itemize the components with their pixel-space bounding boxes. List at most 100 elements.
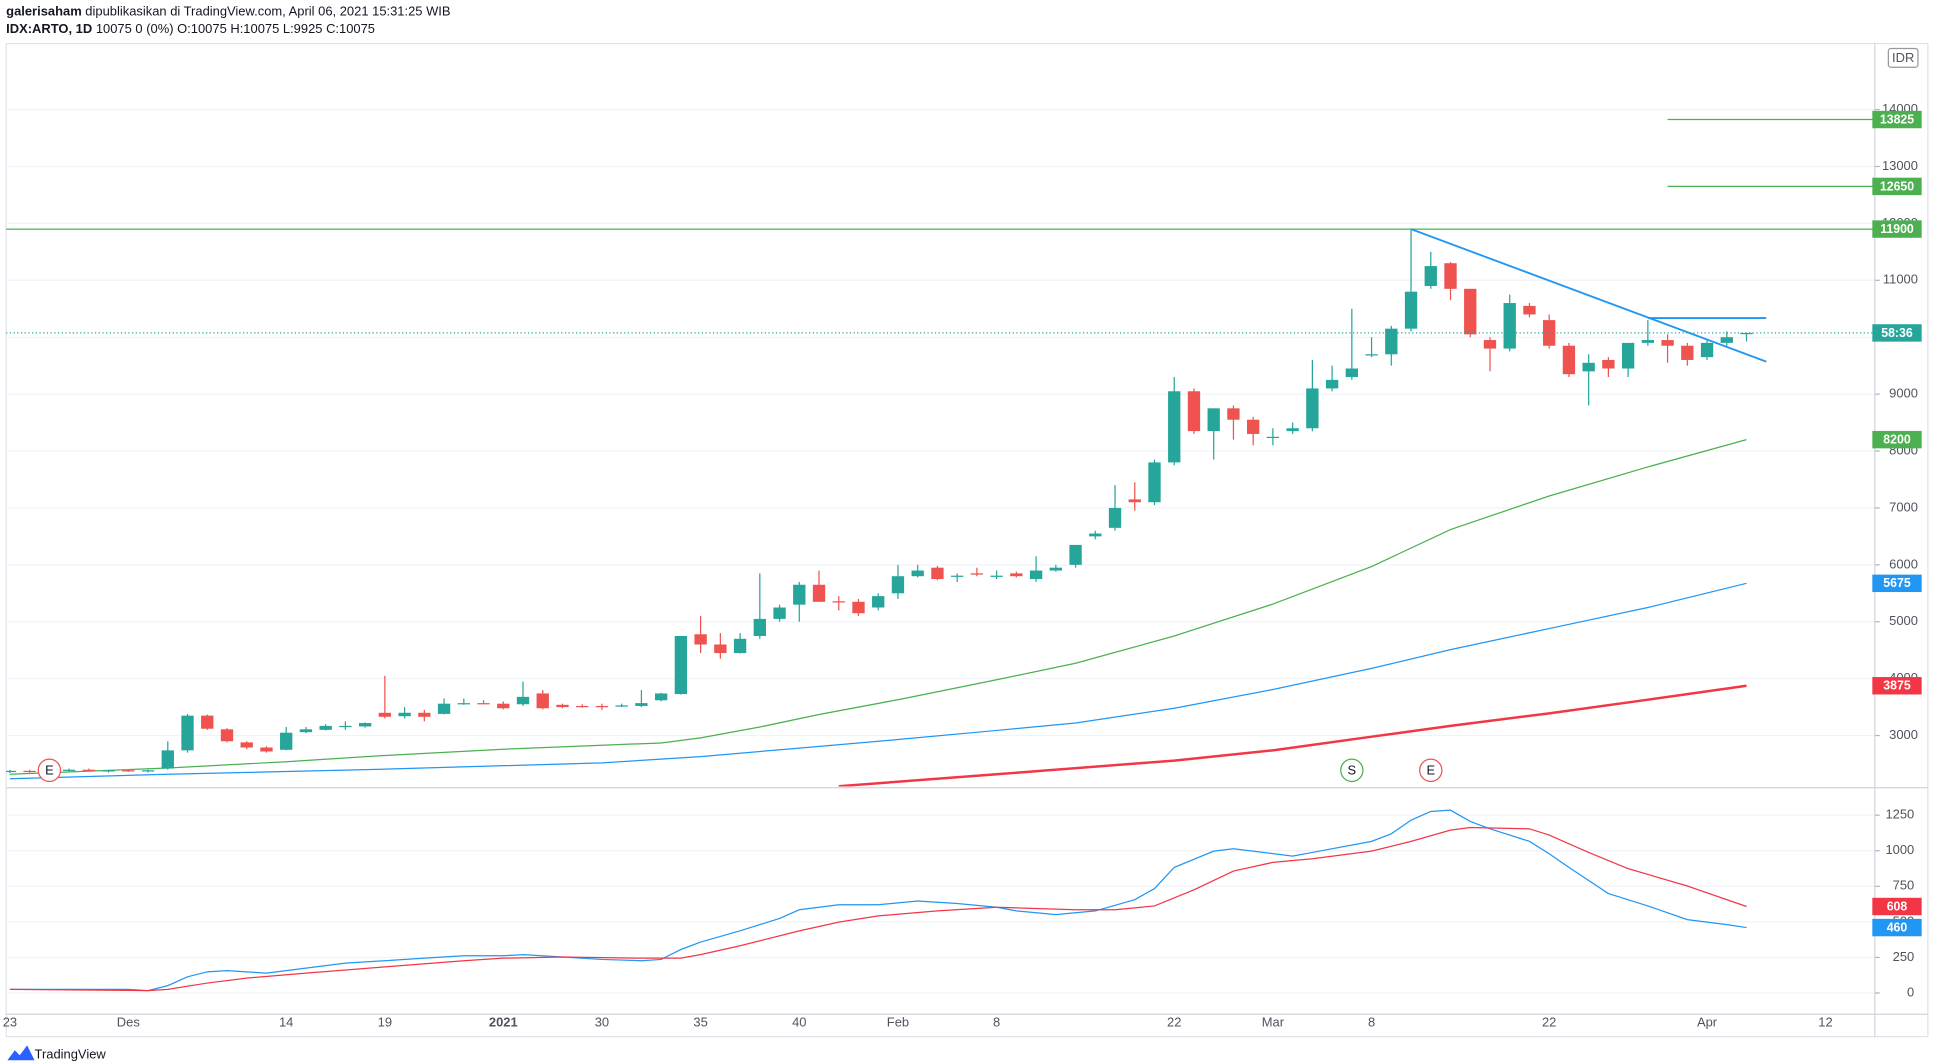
candle-body xyxy=(497,703,510,709)
candle-body xyxy=(1582,362,1595,372)
candle-body xyxy=(1266,436,1280,439)
candle-body xyxy=(1148,462,1161,503)
indicator-value-label-box xyxy=(1872,918,1922,937)
candle-body xyxy=(536,693,549,709)
x-tick-label: 12 xyxy=(1818,1014,1832,1029)
candle-body xyxy=(141,770,155,772)
candle-body xyxy=(201,715,214,729)
candle-body xyxy=(753,618,766,636)
event-marker xyxy=(37,758,62,783)
indicator-line xyxy=(9,826,1747,992)
candle-body xyxy=(1029,570,1043,580)
candle-body xyxy=(576,705,589,708)
candle-body xyxy=(1444,263,1457,289)
y-tick-label: 9000 xyxy=(1889,386,1918,401)
currency-box[interactable] xyxy=(1887,47,1919,68)
symbol: IDX:ARTO, 1D xyxy=(6,21,92,36)
x-tick-label: 40 xyxy=(792,1014,806,1029)
candle-body xyxy=(1641,340,1655,343)
y-tick-label: 5000 xyxy=(1889,613,1918,628)
candle-body xyxy=(990,575,1003,577)
candle-body xyxy=(793,584,806,605)
moving-average xyxy=(9,582,1747,780)
candle-body xyxy=(1621,342,1635,369)
currency: IDR xyxy=(1892,50,1914,65)
x-tick-label: 35 xyxy=(693,1014,707,1029)
candle-body xyxy=(1069,544,1082,565)
candle-body xyxy=(1523,305,1536,315)
candle-body xyxy=(1464,288,1477,335)
candle-body xyxy=(615,705,628,707)
candle-body xyxy=(82,769,96,771)
candle-body xyxy=(1345,368,1359,378)
y-tick-label: 0 xyxy=(1907,984,1914,999)
indicator-value-label: 460 xyxy=(1887,920,1908,934)
x-tick-label: 19 xyxy=(378,1014,392,1029)
indicator-value-label-box xyxy=(1872,897,1922,916)
hline-price-label: 11900 xyxy=(1880,222,1914,236)
ma-price-label-box xyxy=(1872,430,1922,449)
candle-body xyxy=(654,693,668,701)
brand: TradingView xyxy=(35,1047,107,1062)
candle-body xyxy=(418,712,431,717)
candle-body xyxy=(299,729,313,733)
grid xyxy=(6,108,1875,994)
indicator-value-label: 608 xyxy=(1887,899,1908,913)
candle-body xyxy=(102,770,115,772)
candle-body xyxy=(280,732,293,750)
x-tick-label: Apr xyxy=(1697,1014,1718,1029)
y-tick-label: 250 xyxy=(1893,949,1915,964)
candle-body xyxy=(240,742,253,748)
candle-body xyxy=(6,770,17,773)
x-tick-label: 30 xyxy=(595,1014,609,1029)
candle-body xyxy=(457,703,470,705)
candle-body xyxy=(911,570,924,577)
ma-price-label: 5675 xyxy=(1883,576,1911,590)
candle-body xyxy=(1424,266,1437,286)
header-line: galerisaham dipublikasikan di TradingVie… xyxy=(6,4,450,19)
event-label: E xyxy=(1426,762,1435,777)
candle-body xyxy=(1286,428,1299,432)
candle-body xyxy=(714,644,727,654)
x-tick-label: 2021 xyxy=(489,1014,518,1029)
candle-body xyxy=(852,601,865,614)
ma-price-label: 8200 xyxy=(1883,432,1911,446)
candle-body xyxy=(1306,388,1319,429)
event-label: S xyxy=(1348,762,1357,777)
countdown-box xyxy=(1872,324,1922,342)
candle-body xyxy=(832,601,845,603)
candle-body xyxy=(378,712,392,717)
candle-body xyxy=(970,573,984,575)
hline-price-label-box xyxy=(1872,177,1922,196)
candle-body xyxy=(1049,567,1062,571)
event-marker xyxy=(1419,758,1443,783)
candle-body xyxy=(891,576,905,594)
x-tick-label: Mar xyxy=(1262,1014,1285,1029)
candle-body xyxy=(1562,345,1576,375)
candle-body xyxy=(161,750,174,769)
candle-body xyxy=(1681,345,1694,360)
footer-logo: TradingView xyxy=(7,1045,107,1062)
candle-body xyxy=(477,703,490,705)
event-marker xyxy=(1340,758,1364,783)
x-tick-label: 8 xyxy=(993,1014,1000,1029)
x-tick-label: 23 xyxy=(3,1014,17,1029)
candle-body xyxy=(950,575,964,577)
x-tick-label: 8 xyxy=(1368,1014,1375,1029)
candle-body xyxy=(1700,342,1714,358)
candle-body xyxy=(1207,408,1220,432)
candle-body xyxy=(1661,340,1674,346)
main-pane xyxy=(6,118,1875,787)
candle-body xyxy=(339,725,352,728)
candle-body xyxy=(23,770,36,773)
candle-body xyxy=(1128,499,1141,503)
candle-body xyxy=(516,696,530,705)
candle-body xyxy=(1010,573,1023,577)
candle-body xyxy=(872,596,885,608)
published: dipublikasikan di TradingView.com, April… xyxy=(85,4,450,19)
hline-price-label-box xyxy=(1872,220,1922,238)
candle-body xyxy=(1089,533,1102,537)
candle-body xyxy=(595,705,609,708)
